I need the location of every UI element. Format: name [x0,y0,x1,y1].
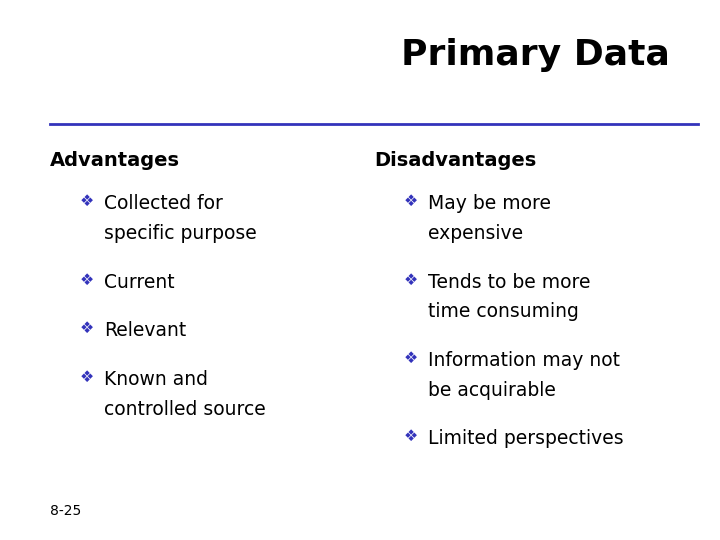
Text: Primary Data: Primary Data [401,38,670,72]
Text: Information may not: Information may not [428,351,621,370]
Text: ❖: ❖ [403,429,418,444]
Text: be acquirable: be acquirable [428,381,557,400]
Text: Collected for: Collected for [104,194,223,213]
Text: Disadvantages: Disadvantages [374,151,536,170]
Text: ❖: ❖ [403,273,418,288]
Text: ❖: ❖ [79,194,94,210]
Text: Tends to be more: Tends to be more [428,273,591,292]
Text: Advantages: Advantages [50,151,181,170]
Text: ❖: ❖ [403,194,418,210]
Text: ❖: ❖ [79,370,94,385]
Text: Current: Current [104,273,175,292]
Text: Relevant: Relevant [104,321,186,340]
Text: Limited perspectives: Limited perspectives [428,429,624,448]
Text: time consuming: time consuming [428,302,580,321]
Text: 8-25: 8-25 [50,504,81,518]
Text: ❖: ❖ [403,351,418,366]
Text: controlled source: controlled source [104,400,266,419]
Text: ❖: ❖ [79,321,94,336]
Text: Known and: Known and [104,370,208,389]
Text: ❖: ❖ [79,273,94,288]
Text: May be more: May be more [428,194,552,213]
Text: specific purpose: specific purpose [104,224,257,243]
Text: expensive: expensive [428,224,523,243]
